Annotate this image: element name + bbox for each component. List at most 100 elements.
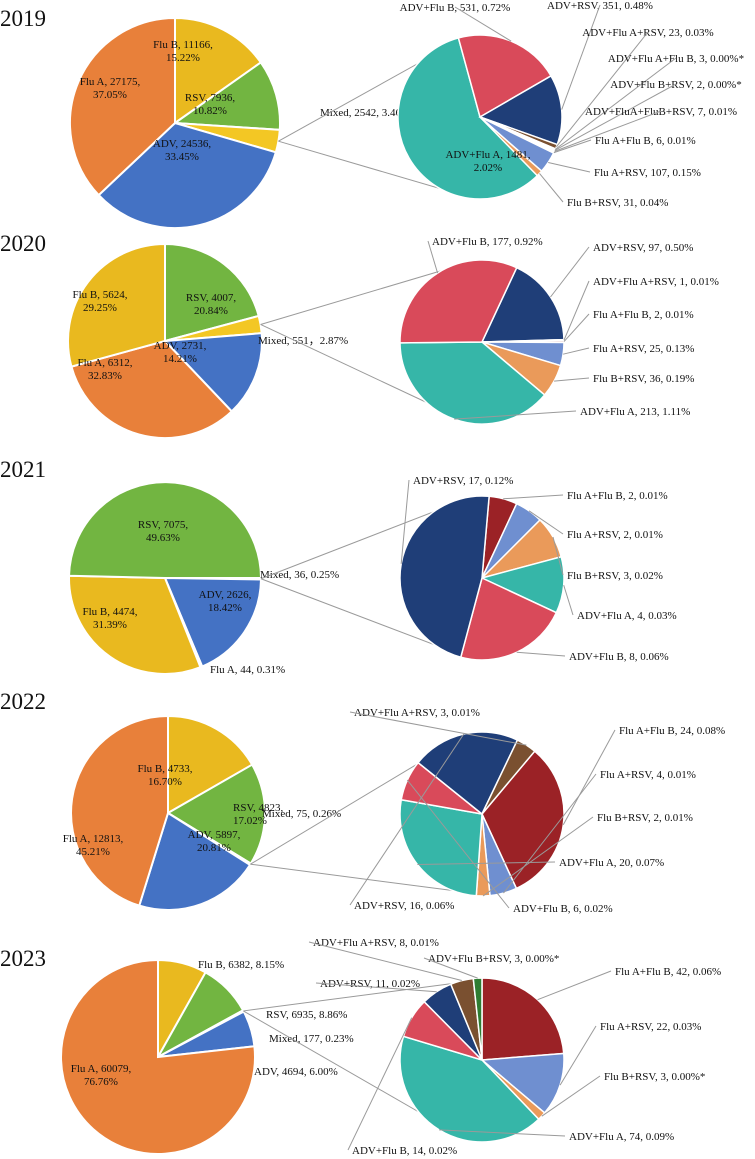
- leader-line-flu-a-plus-flu-b: [563, 313, 590, 342]
- leader-line-flu-b-plus-rsv: [554, 377, 590, 382]
- main-label-rsv: RSV, 4823, 17.02%: [233, 802, 283, 827]
- main-label-flu-a: Flu A, 44, 0.31%: [210, 664, 285, 676]
- leader-line-flu-b-plus-rsv: [539, 173, 564, 203]
- main-label-mixed: Mixed, 2542, 3.46%: [320, 107, 410, 119]
- mixed-label-flu-a-plus-flu-b: Flu A+Flu B, 2, 0.01%: [567, 490, 668, 502]
- leader-line-adv-plus-flu-a: [439, 1129, 566, 1137]
- leader-line-adv-plus-rsv: [561, 4, 601, 110]
- mixed-label-adv-plus-flu-a-plus-rsv: ADV+Flu A+RSV, 3, 0.01%: [354, 707, 480, 719]
- main-slice-adv: [97, 121, 278, 230]
- mixed-slice-flu-a-plus-flu-b: [481, 977, 565, 1061]
- mixed-label-adv-plus-flu-a-plus-flu-b: ADV+Flu A+Flu B, 3, 0.00%*: [608, 53, 744, 65]
- mixed-label-adv-plus-rsv: ADV+RSV, 11, 0.02%: [320, 978, 420, 990]
- mixed-label-adv-plus-flu-b-plus-rsv: ADV+Flu B+RSV, 3, 0.00%*: [428, 953, 559, 965]
- leader-line-adv-plus-flu-b: [347, 1017, 413, 1151]
- mixed-label-adv-plus-flu-a-plus-rsv: ADV+Flu A+RSV, 8, 0.01%: [313, 937, 439, 949]
- mixed-label-adv-plus-flua-plus-flub-plus-rsv: ADV+FluA+FluB+RSV, 7, 0.01%: [585, 106, 737, 118]
- year-panel-2022: 2022 Flu B, 4733, 16.70% RSV, 4823, 17.02%Mi…: [0, 689, 725, 915]
- leader-line-flu-a-plus-rsv: [528, 510, 564, 535]
- main-slice-flu-b: [67, 242, 166, 368]
- leader-line-flu-a-plus-rsv: [548, 162, 591, 173]
- year-panel-2020: 2020 RSV, 4007, 20.84% Mixed, 551，2.87% ADV,…: [0, 231, 719, 439]
- leader-line-adv-plus-rsv: [349, 733, 465, 906]
- mixed-label-flu-a-plus-flu-b: Flu A+Flu B, 6, 0.01%: [595, 135, 696, 147]
- main-label-flu-b: Flu B, 5624, 29.25%: [72, 289, 127, 314]
- mixed-label-adv-plus-flu-a: ADV+Flu A, 4, 0.03%: [577, 610, 677, 622]
- mixed-label-flu-a-plus-rsv: Flu A+RSV, 4, 0.01%: [600, 769, 696, 781]
- leader-line-flu-a-plus-rsv: [559, 1025, 597, 1086]
- mixed-label-adv-plus-flu-b: ADV+Flu B, 8, 0.06%: [569, 651, 669, 663]
- connector-line-bottom: [278, 140, 463, 196]
- leader-line-adv-plus-flu-b-plus-rsv: [423, 957, 478, 979]
- main-label-flu-b: Flu B, 6382, 8.15%: [198, 959, 284, 971]
- leader-line-adv-plus-flu-a-plus-rsv: [563, 280, 590, 341]
- year-label: 2020: [0, 231, 46, 256]
- leader-line-adv-plus-rsv: [400, 479, 410, 564]
- connector-line-bottom: [260, 578, 465, 657]
- leader-line-adv-plus-flu-b-plus-rsv: [554, 83, 677, 151]
- main-slice-flu-b: [167, 714, 254, 815]
- connector-line-bottom: [250, 863, 465, 893]
- leader-line-flu-a-plus-flu-b: [503, 494, 564, 500]
- main-slice-flu-b: [174, 16, 263, 125]
- year-panel-2019: 2019 Flu B, 11166, 15.22% RSV, 7936, 10.82% M…: [0, 0, 744, 230]
- main-label-mixed: Mixed, 75, 0.26%: [262, 808, 341, 820]
- mixed-label-adv-plus-rsv: ADV+RSV, 17, 0.12%: [413, 475, 513, 487]
- leader-line-adv-plus-flu-b: [516, 651, 566, 657]
- main-slice-adv: [137, 811, 252, 911]
- main-label-adv: ADV, 4694, 6.00%: [254, 1066, 338, 1078]
- mixed-label-adv-plus-rsv: ADV+RSV, 97, 0.50%: [593, 242, 693, 254]
- main-slice-adv: [163, 576, 263, 668]
- main-label-adv: ADV, 2731, 14.21%: [154, 340, 207, 365]
- leader-line-adv-plus-flu-a: [417, 861, 556, 865]
- connector-line-top: [243, 981, 465, 1012]
- connector-line-top: [260, 263, 465, 325]
- leader-line-adv-plus-rsv: [315, 982, 437, 993]
- main-slice-flu-a: [60, 958, 256, 1155]
- main-label-rsv: RSV, 7936, 10.82%: [185, 92, 235, 117]
- main-label-mixed: Mixed, 177, 0.23%: [269, 1033, 354, 1045]
- main-label-flu-b: Flu B, 11166, 15.22%: [153, 39, 213, 64]
- main-slice-rsv: [68, 481, 263, 579]
- connector-line-top: [260, 499, 465, 580]
- main-label-flu-b: Flu B, 4733, 16.70%: [137, 763, 192, 788]
- main-label-rsv: RSV, 7075, 49.63%: [138, 519, 188, 544]
- mixed-label-flu-b-plus-rsv: Flu B+RSV, 2, 0.01%: [597, 812, 693, 824]
- mixed-slice-adv-plus-rsv: [480, 266, 565, 343]
- main-label-rsv: RSV, 4007, 20.84%: [186, 292, 236, 317]
- main-slice-flu-a: [69, 16, 176, 197]
- leader-line-adv-plus-flu-a: [563, 584, 574, 616]
- leader-line-adv-plus-flu-a-plus-rsv: [308, 941, 462, 981]
- mixed-slice-adv-plus-flu-b-plus-rsv: [472, 977, 483, 1061]
- leader-line-adv-plus-flu-b: [427, 240, 439, 274]
- leader-line-flu-a-plus-rsv: [562, 347, 590, 355]
- leader-line-adv-plus-flu-b: [406, 779, 510, 909]
- mixed-label-adv-plus-rsv: ADV+RSV, 16, 0.06%: [354, 900, 454, 912]
- main-slice-flu-a: [70, 714, 169, 907]
- mixed-label-flu-a-plus-rsv: Flu A+RSV, 107, 0.15%: [594, 167, 701, 179]
- leader-line-flu-b-plus-rsv: [482, 816, 594, 897]
- mixed-label-flu-b-plus-rsv: Flu B+RSV, 3, 0.02%: [567, 570, 663, 582]
- mixed-label-flu-b-plus-rsv: Flu B+RSV, 3, 0.00%*: [604, 1071, 705, 1083]
- leader-line-flu-a-plus-flu-b: [537, 970, 612, 1001]
- mixed-slice-adv-plus-flu-a: [397, 36, 540, 200]
- mixed-label-flu-b-plus-rsv: Flu B+RSV, 31, 0.04%: [567, 197, 668, 209]
- leader-line-flu-b-plus-rsv: [552, 536, 564, 576]
- mixed-label-adv-plus-flu-a: ADV+Flu A, 1481, 2.02%: [445, 149, 530, 174]
- mixed-slice-adv-plus-flu-a: [399, 798, 483, 897]
- mixed-label-adv-plus-flu-a-plus-rsv: ADV+Flu A+RSV, 1, 0.01%: [593, 276, 719, 288]
- leader-line-flu-a-plus-flu-b: [553, 139, 592, 154]
- mixed-label-adv-plus-flu-a: ADV+Flu A, 74, 0.09%: [569, 1131, 674, 1143]
- main-label-flu-b: Flu B, 4474, 31.39%: [82, 606, 137, 631]
- main-label-adv: ADV, 5897, 20.81%: [188, 829, 241, 854]
- leader-line-adv-plus-rsv: [550, 246, 590, 298]
- main-label-flu-a: Flu A, 27175, 37.05%: [80, 76, 141, 101]
- main-label-mixed: Mixed, 551，2.87%: [258, 335, 348, 347]
- mixed-label-flu-a-plus-flu-b: Flu A+Flu B, 24, 0.08%: [619, 725, 725, 737]
- leader-line-adv-plus-flu-b: [454, 6, 512, 42]
- mixed-slice-adv-plus-flu-a-plus-rsv: [481, 739, 536, 815]
- main-slice-rsv: [164, 242, 260, 343]
